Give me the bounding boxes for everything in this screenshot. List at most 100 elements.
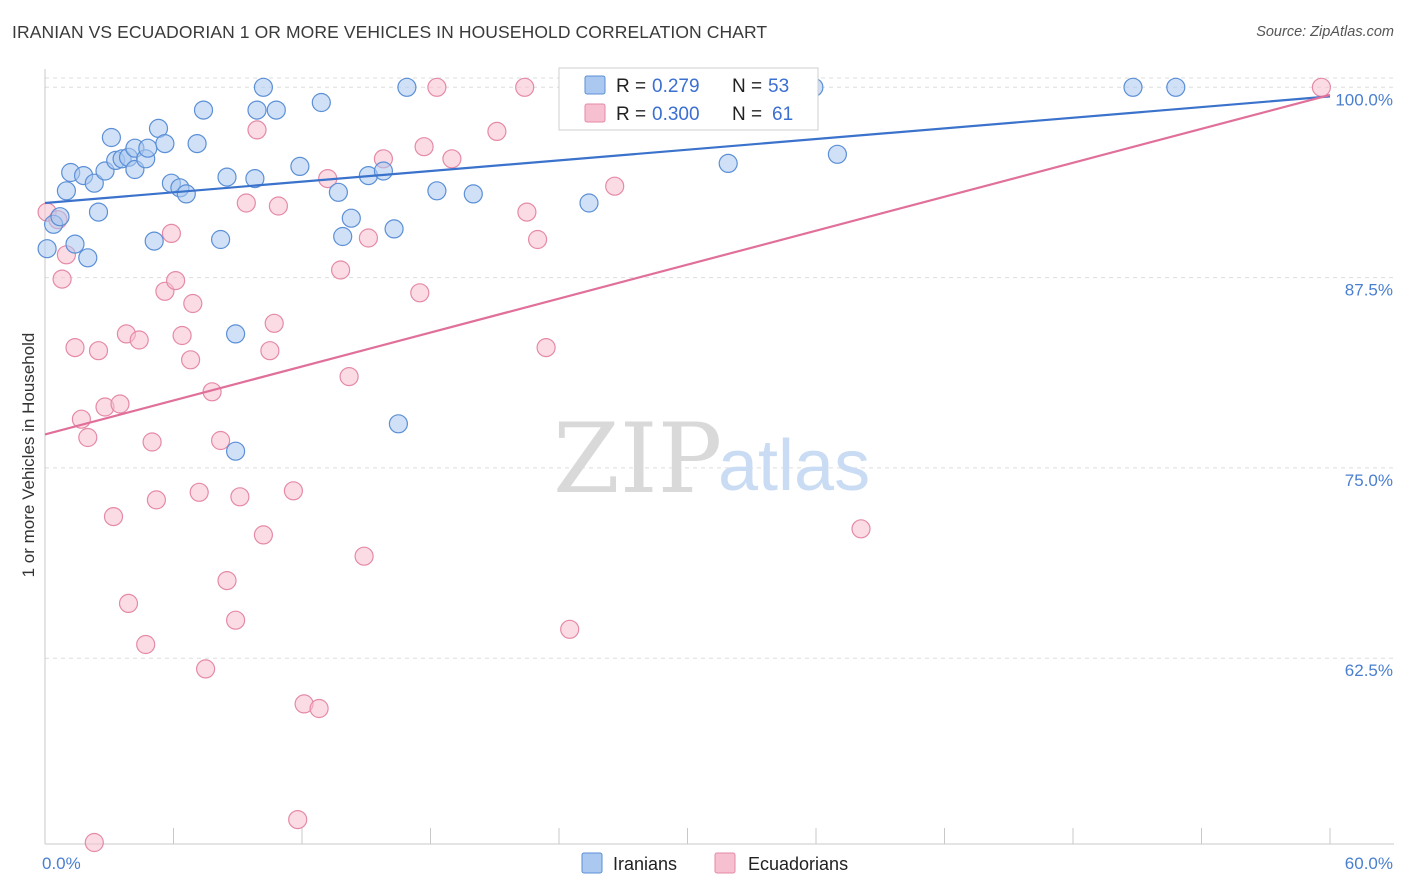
y-tick-label: 100.0%: [1335, 90, 1393, 109]
ecuadorians-point: [605, 176, 625, 196]
ecuadorians-point: [560, 619, 580, 639]
iranians-points: [37, 77, 1186, 461]
ecuadorians-point: [226, 610, 246, 630]
iranians-point: [579, 193, 599, 213]
y-tick-label: 87.5%: [1345, 281, 1393, 300]
iranians-point: [50, 207, 70, 227]
ecuadorians-point: [211, 430, 231, 451]
iranians-point: [1123, 77, 1143, 97]
legend-r-value-1: 0.279: [652, 76, 700, 97]
ecuadorians-point: [414, 137, 434, 157]
ecuadorians-point: [339, 367, 359, 387]
ecuadorians-point: [253, 525, 273, 545]
ecuadorians-point: [260, 341, 280, 361]
iranians-point: [226, 324, 246, 344]
legend-n-value-1: 53: [768, 76, 789, 97]
iranians-point: [245, 169, 265, 189]
watermark-atlas: atlas: [718, 426, 870, 506]
iranians-point: [65, 234, 85, 254]
ecuadorians-point: [52, 269, 72, 289]
iranians-point: [266, 100, 286, 120]
x-tick-label: 60.0%: [1345, 854, 1393, 873]
ecuadorians-point: [410, 283, 430, 303]
iranians-point: [1166, 77, 1186, 97]
y-tick-labels: 62.5% 75.0% 87.5% 100.0%: [1335, 90, 1393, 680]
iranians-point: [427, 181, 447, 201]
iranians-point: [253, 77, 273, 97]
legend-r-label-2: R =: [616, 104, 646, 125]
watermark-zip: ZIP: [553, 403, 722, 515]
iranians-point: [144, 231, 164, 251]
chart-title: IRANIAN VS ECUADORIAN 1 OR MORE VEHICLES…: [12, 22, 768, 42]
ecuadorians-point: [331, 260, 351, 280]
ecuadorians-point: [487, 121, 507, 141]
trend-lines: [44, 93, 1331, 436]
ecuadorians-point: [442, 149, 462, 169]
iranians-point: [84, 173, 104, 193]
ecuadorians-point: [427, 77, 447, 97]
ecuadorians-point: [536, 338, 556, 358]
x-tick-labels: 0.0% 60.0%: [42, 854, 1393, 873]
iranians-point: [88, 202, 109, 222]
ecuadorians-point: [103, 506, 124, 527]
ecuadorians-point: [354, 546, 374, 566]
iranians-point: [217, 167, 237, 187]
axes: [44, 69, 1394, 845]
ecuadorians-point: [309, 698, 329, 719]
iranians-point: [311, 92, 331, 113]
ecuadorians-point: [236, 193, 256, 213]
ecuadorians-point: [161, 223, 181, 243]
iranians-point: [384, 219, 404, 239]
ecuadorians-trend-line: [44, 93, 1331, 436]
legend-n-label-1: N =: [732, 76, 762, 97]
iranians-point: [247, 100, 267, 120]
bottom-legend-swatch-iranians: [581, 852, 603, 874]
ecuadorians-point: [851, 519, 871, 539]
bottom-legend-ecuadorians: Ecuadorians: [748, 854, 848, 874]
iranians-point: [397, 77, 417, 97]
ecuadorians-point: [515, 77, 535, 97]
legend-swatch-ecuadorians: [584, 103, 606, 123]
ecuadorians-point: [146, 490, 166, 510]
source-credit: Source: ZipAtlas.com: [1256, 24, 1394, 40]
ecuadorians-point: [247, 120, 267, 140]
ecuadorians-point: [78, 427, 98, 448]
legend-r-value-2: 0.300: [652, 104, 700, 125]
iranians-point: [101, 127, 122, 148]
ecuadorians-point: [110, 394, 130, 414]
iranians-point: [333, 226, 353, 247]
bottom-legend-swatch-ecuadorians: [714, 852, 736, 874]
iranians-point: [290, 156, 310, 176]
iranians-point: [187, 134, 207, 154]
ecuadorians-point: [288, 809, 308, 830]
legend-r-label-1: R =: [616, 76, 646, 97]
y-axis-label: 1 or more Vehicles in Household: [19, 333, 38, 578]
ecuadorians-point: [189, 482, 209, 502]
watermark: ZIP atlas: [553, 403, 870, 515]
iranians-trend-line: [44, 95, 1331, 205]
ecuadorians-point: [283, 481, 303, 501]
legend-n-label-2: N =: [732, 104, 762, 125]
ecuadorians-point: [358, 228, 378, 248]
ecuadorians-point: [84, 832, 104, 853]
ecuadorians-point: [181, 350, 201, 370]
y-tick-label: 75.0%: [1345, 471, 1393, 490]
ecuadorians-point: [129, 330, 149, 350]
ecuadorians-point: [196, 659, 216, 679]
ecuadorians-point: [217, 570, 237, 591]
iranians-point: [373, 161, 393, 181]
ecuadorians-point: [166, 271, 186, 291]
ecuadorians-point: [517, 202, 537, 222]
ecuadorians-point: [268, 196, 288, 216]
series-legend: Iranians Ecuadorians: [581, 852, 848, 874]
ecuadorians-point: [65, 338, 85, 358]
iranians-point: [56, 181, 77, 201]
ecuadorians-point: [230, 487, 250, 507]
ecuadorians-point: [118, 593, 139, 614]
iranians-point: [138, 138, 158, 158]
iranians-point: [718, 153, 738, 173]
iranians-point: [827, 144, 848, 164]
iranians-point: [78, 248, 98, 268]
iranians-point: [211, 229, 231, 250]
iranians-point: [463, 184, 483, 204]
